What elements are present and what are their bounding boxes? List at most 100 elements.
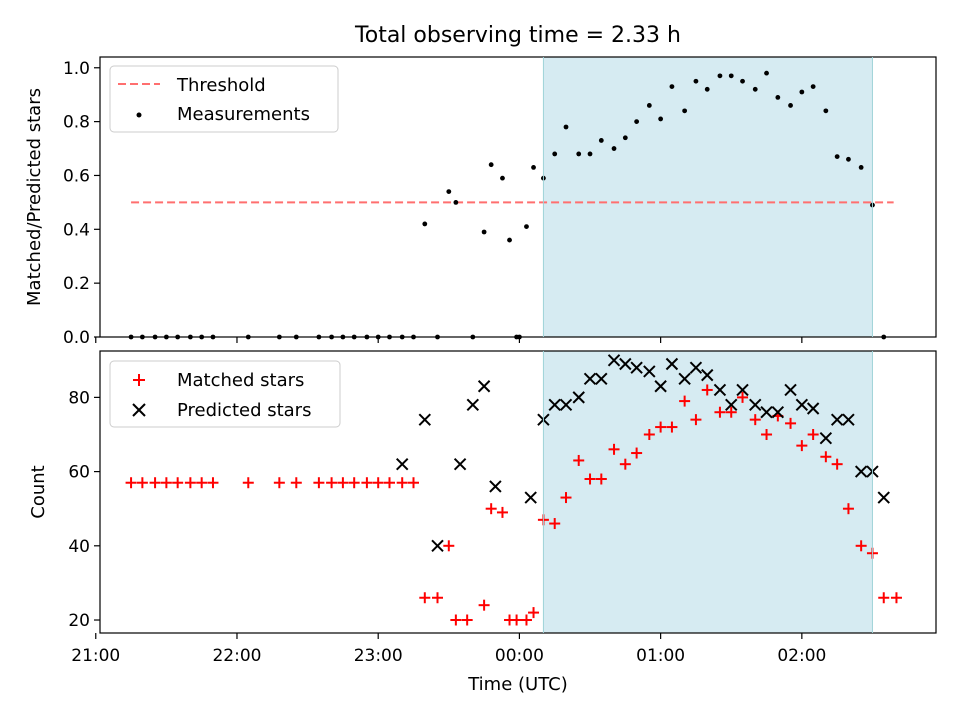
matched-star-point [520, 614, 532, 626]
matched-star-point [831, 458, 843, 470]
predicted-star-point [643, 365, 656, 378]
predicted-star-point [572, 391, 585, 404]
matched-star-point [643, 428, 655, 440]
matched-star-point [478, 599, 490, 611]
matched-star-point [485, 503, 497, 515]
predicted-star-point [489, 480, 502, 493]
y-tick-label: 0.0 [63, 328, 90, 348]
matched-star-point [125, 477, 137, 489]
predicted-star-point [595, 372, 608, 386]
measurement-point [622, 135, 628, 141]
measurement-point [810, 84, 816, 90]
measurement-point [669, 84, 675, 90]
measurement-point [488, 162, 494, 168]
matched-star-point [725, 406, 737, 418]
predicted-star-point [654, 380, 667, 393]
x-tick-label: 02:00 [777, 646, 826, 666]
y-tick-label: 0.4 [63, 220, 90, 240]
matched-star-point [796, 440, 808, 452]
predicted-star-point [736, 383, 749, 397]
predicted-star-point [725, 398, 738, 412]
matched-star-point [690, 414, 702, 426]
matched-star-point [443, 540, 455, 552]
legend-threshold-label: Threshold [176, 75, 266, 96]
predicted-star-point [678, 372, 691, 386]
predicted-star-point [395, 457, 409, 471]
matched-star-point [701, 384, 713, 396]
predicted-star-point [842, 413, 855, 426]
measurement-point [598, 138, 604, 143]
measurement-point [500, 175, 505, 181]
legend-measurements-label: Measurements [177, 104, 310, 125]
top-x-axis [95, 337, 803, 343]
predicted-star-point [607, 354, 621, 367]
bottom-legend: Matched stars Predicted stars [109, 360, 341, 428]
matched-star-point [878, 592, 890, 604]
legend-predicted-label: Predicted stars [177, 400, 311, 421]
measurement-point [481, 229, 487, 235]
x-tick-label: 23:00 [354, 646, 403, 666]
predicted-star-point [877, 491, 890, 504]
predicted-star-point [619, 357, 632, 371]
y-tick-label: 0.2 [63, 274, 90, 294]
matched-star-point [496, 506, 508, 518]
x-tick-label: 21:00 [71, 646, 120, 666]
figure-title: Total observing time = 2.33 h [354, 23, 681, 48]
predicted-star-point [689, 361, 703, 374]
measurement-point [775, 94, 781, 100]
predicted-star-point [453, 457, 467, 471]
top-marks [128, 70, 894, 340]
legend-matched-label: Matched stars [177, 370, 304, 391]
matched-star-point [149, 477, 161, 489]
matched-star-point [383, 477, 395, 489]
predicted-star-point [548, 398, 561, 412]
matched-star-point [172, 477, 184, 489]
top-y-axis-label: Matched/Predicted stars [24, 88, 45, 306]
measurement-point [524, 224, 529, 230]
matched-star-point [361, 477, 373, 489]
top-legend: Threshold Measurements [109, 65, 339, 133]
measurement-point [552, 151, 558, 157]
measurement-point [858, 164, 864, 170]
predicted-star-point [583, 372, 597, 386]
matched-star-point [666, 421, 678, 433]
matched-star-point [396, 477, 408, 489]
matched-star-point [820, 451, 832, 463]
predicted-star-point [854, 465, 868, 478]
matched-star-point [408, 477, 419, 489]
bottom-shaded-region [543, 351, 873, 633]
matched-star-point [184, 477, 196, 489]
measurement-point [658, 116, 664, 122]
y-tick-label: 1.0 [63, 59, 90, 79]
predicted-star-point [431, 539, 444, 553]
matched-star-point [290, 477, 302, 489]
matched-star-point [631, 447, 643, 459]
matched-star-point [842, 503, 854, 515]
measurement-point [682, 108, 688, 114]
y-tick-label: 80 [68, 388, 90, 408]
predicted-star-point [466, 398, 480, 412]
y-tick-label: 40 [68, 537, 90, 557]
matched-star-point [273, 477, 285, 489]
bottom-axes-frame [99, 350, 937, 634]
matched-star-point [560, 492, 572, 504]
measurement-point [728, 73, 734, 79]
matched-star-point [573, 454, 585, 466]
y-tick-label: 0.8 [63, 113, 90, 133]
predicted-star-point [477, 380, 491, 393]
x-tick-label: 22:00 [212, 646, 261, 666]
measurement-point [693, 78, 699, 84]
matched-star-point [450, 614, 462, 626]
bottom-x-axis: 21:00 22:00 23:00 00:00 01:00 02:00 [71, 633, 826, 666]
top-axes-frame [99, 56, 937, 338]
matched-star-point [584, 473, 596, 485]
matched-star-point [313, 477, 325, 489]
bottom-marks [125, 354, 902, 626]
measurement-point [563, 124, 569, 130]
measurements-legend-marker [136, 112, 142, 118]
predicted-star-point [713, 383, 727, 397]
matched-star-point [807, 428, 819, 440]
matched-star-point [136, 477, 148, 489]
top-shaded-region [543, 57, 873, 337]
matched-star-point [761, 428, 773, 440]
